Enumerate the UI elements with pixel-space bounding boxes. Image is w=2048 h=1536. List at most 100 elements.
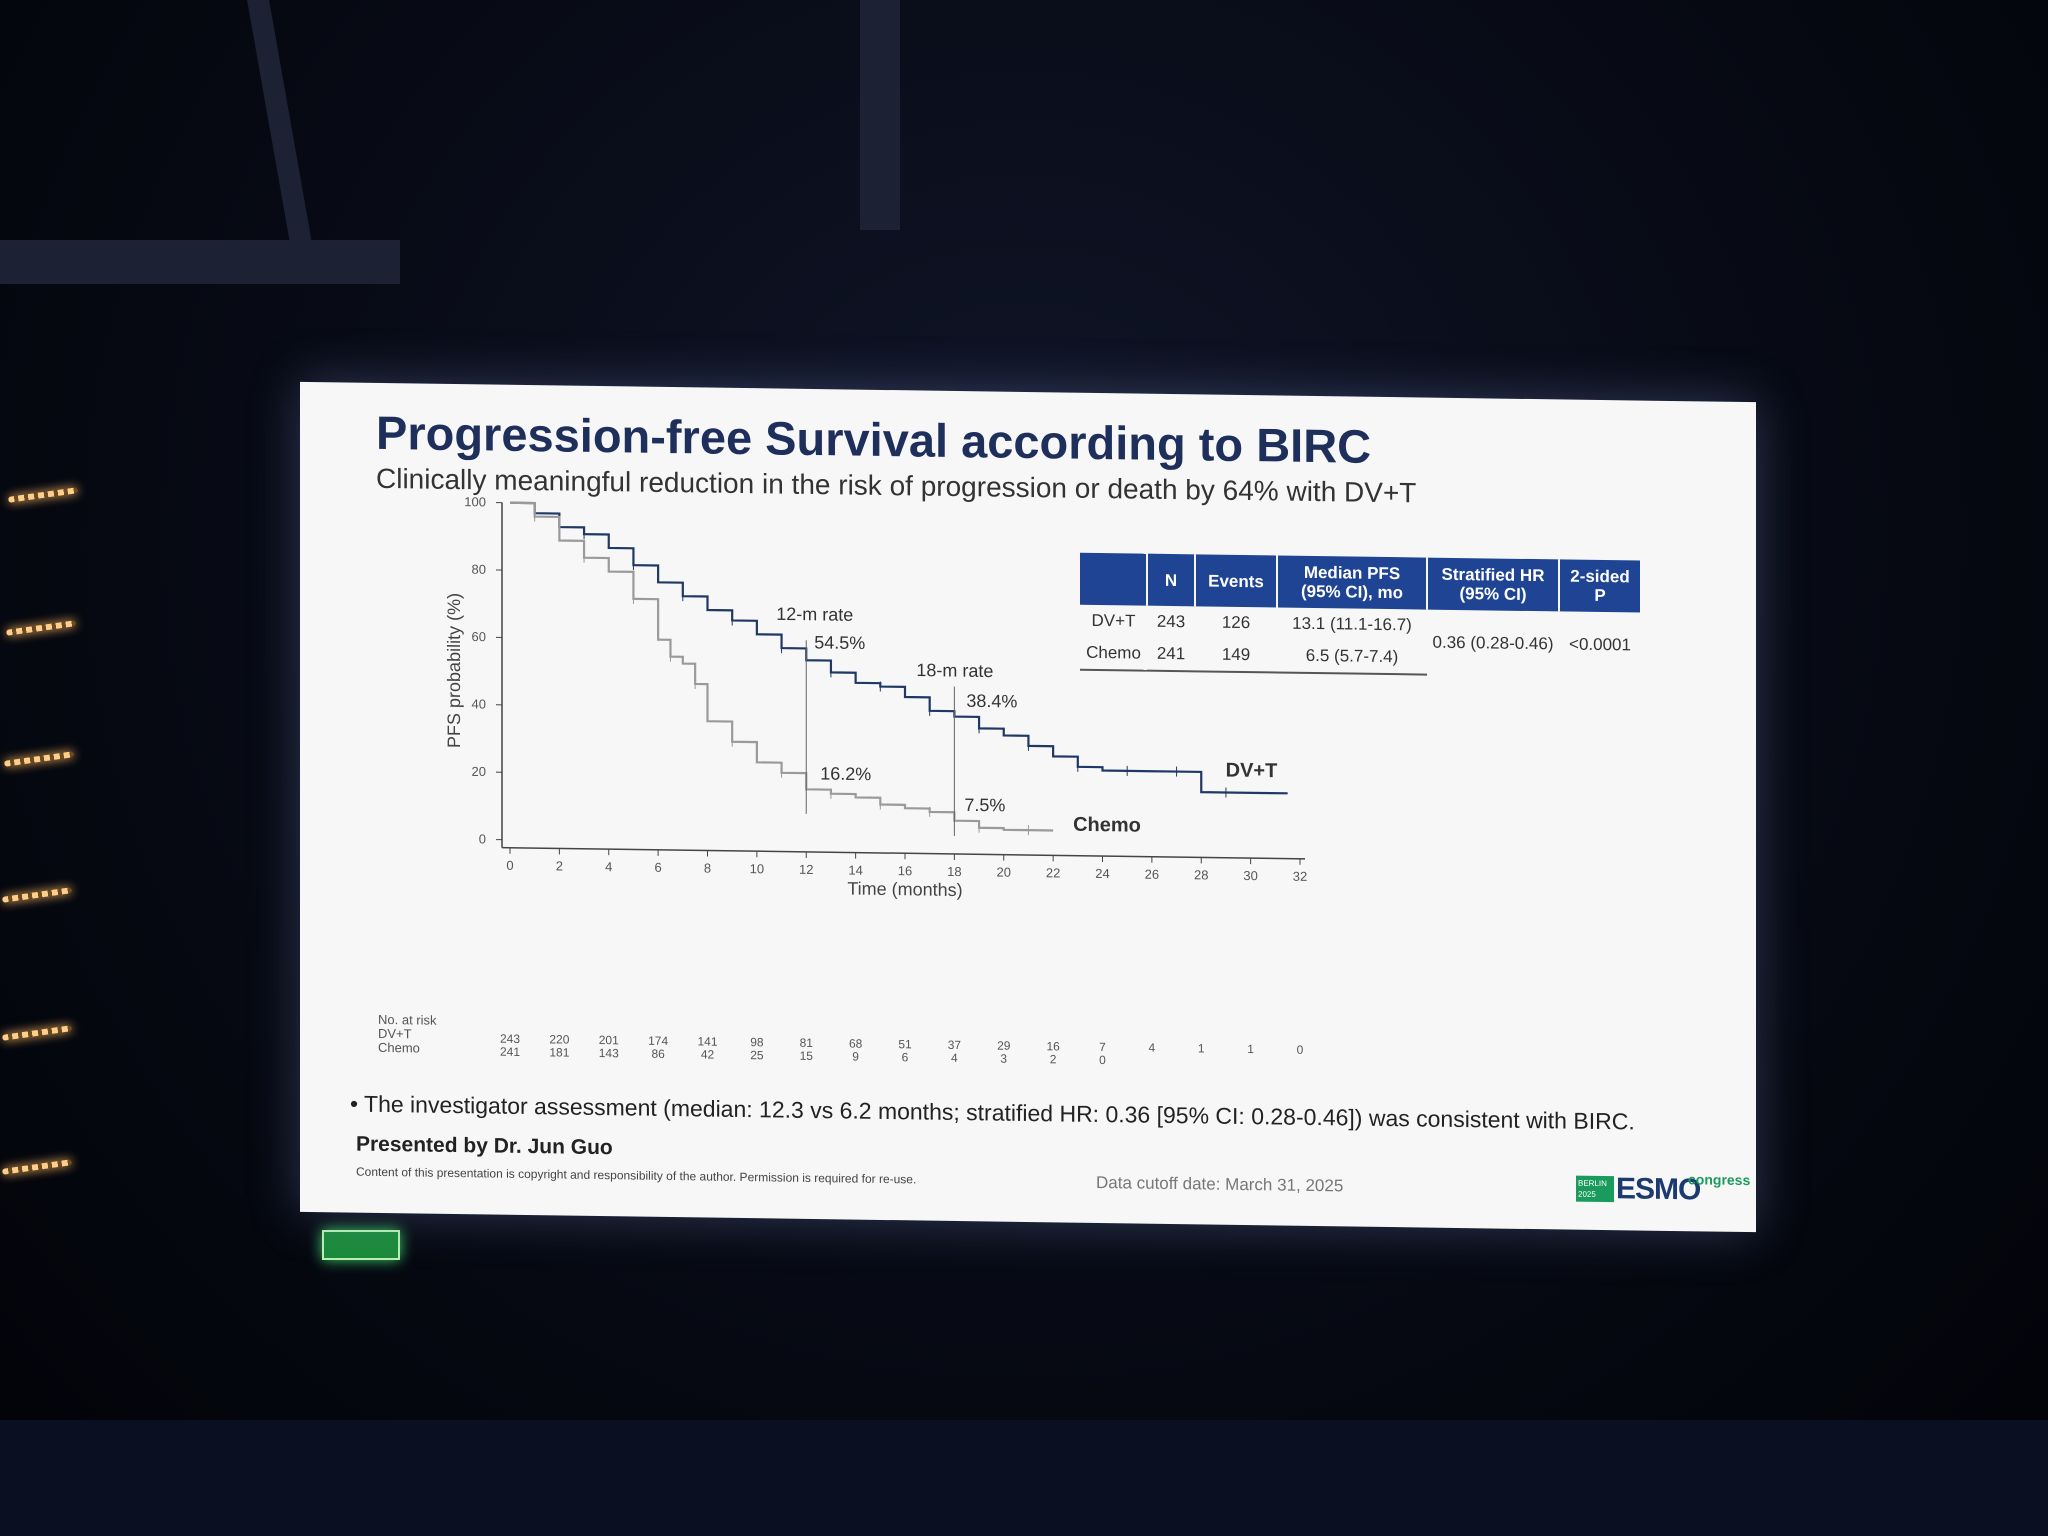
x-axis-title: Time (months)	[847, 878, 962, 900]
risk-chemo-value: 3	[1000, 1051, 1008, 1066]
x-axis	[502, 846, 1305, 860]
x-tick-label: 12	[799, 862, 813, 877]
risk-column: 1	[1181, 1041, 1221, 1056]
x-tick-label: 18	[947, 864, 961, 879]
risk-column: 141 42	[688, 1034, 728, 1062]
risk-column: 51 6	[885, 1037, 925, 1065]
risk-chemo-value: 4	[951, 1050, 958, 1066]
y-tick-label: 80	[472, 562, 486, 577]
stage-light	[5, 620, 77, 636]
x-tick-label: 8	[704, 860, 711, 875]
risk-chemo-value: 143	[598, 1046, 619, 1061]
risk-chemo-value: 6	[901, 1050, 909, 1065]
summary-header-cell: Median PFS (95% CI), mo	[1277, 555, 1427, 610]
y-tick-label: 40	[472, 696, 486, 711]
ann-18m-chemo: 7.5%	[964, 795, 1005, 816]
events-cell: 126	[1221, 612, 1251, 633]
chart-annotations: 12-m rate 54.5% 16.2% 18-m rate 38.4% 7.5%	[776, 604, 1017, 836]
stage-light	[1, 887, 73, 903]
events-cell: 149	[1195, 638, 1277, 673]
risk-column: 81 15	[786, 1036, 826, 1064]
y-tick-label: 20	[472, 764, 486, 779]
risk-chemo-value: 25	[750, 1048, 764, 1063]
ann-12m-title: 12-m rate	[776, 604, 853, 625]
arm-cell: Chemo	[1080, 636, 1147, 671]
x-tick-label: 6	[655, 860, 662, 875]
risk-column: 0	[1280, 1042, 1320, 1058]
copyright-note: Content of this presentation is copyrigh…	[356, 1164, 917, 1187]
hr-cell: 0.36 (0.28-0.46)	[1432, 632, 1554, 653]
risk-column: 37 4	[934, 1038, 974, 1066]
risk-column: 4	[1132, 1041, 1172, 1055]
risk-arm-chemo: Chemo	[378, 1039, 420, 1056]
series-label: Chemo	[1073, 814, 1141, 837]
summary-header-row: N Events Median PFS (95% CI), mo Stratif…	[1080, 552, 1641, 613]
x-tick-label: 20	[997, 865, 1011, 880]
risk-column: 98 25	[737, 1035, 777, 1063]
risk-chemo-value: 0	[1099, 1052, 1106, 1068]
chart-axes: 0 2 4 6 8 10 12 14 16 18 20 22 24 26 28 30 3202040608010…	[444, 494, 1307, 900]
ceiling-truss	[0, 240, 400, 284]
risk-chemo-value: 15	[799, 1048, 813, 1063]
logo-tag: BERLIN 2025	[1576, 1175, 1614, 1203]
x-tick-label: 30	[1243, 868, 1257, 883]
risk-dvt-value: 1	[1247, 1042, 1254, 1057]
risk-chemo-value: 9	[852, 1049, 859, 1064]
risk-column: 243 241	[490, 1032, 530, 1059]
risk-column: 68 9	[836, 1036, 876, 1064]
logo-congress: congress	[1688, 1171, 1751, 1189]
ann-18m-title: 18-m rate	[916, 660, 993, 681]
x-tick-label: 28	[1194, 867, 1208, 882]
x-tick-label: 14	[848, 862, 862, 877]
summary-table: N Events Median PFS (95% CI), mo Stratif…	[1080, 552, 1642, 679]
summary-header-cell: 2-sided P	[1559, 559, 1641, 613]
esmo-logo: BERLIN 2025 ESMO congress	[1576, 1170, 1750, 1206]
risk-chemo-value: 2	[1049, 1052, 1057, 1067]
km-chart: 0 2 4 6 8 10 12 14 16 18 20 22 24 26 28 30 3202040608010…	[444, 494, 1307, 900]
risk-column: 29 3	[984, 1039, 1024, 1066]
x-tick-label: 10	[750, 861, 764, 876]
x-tick-label: 24	[1095, 866, 1109, 881]
risk-dvt-value: 1	[1197, 1041, 1205, 1056]
summary-header-cell: N	[1147, 553, 1195, 607]
n-cell: 243	[1156, 611, 1186, 632]
x-tick-label: 32	[1293, 869, 1307, 884]
x-tick-label: 0	[506, 858, 513, 873]
chart-series: DV+T Chemo	[510, 501, 1288, 837]
x-tick-label: 22	[1046, 865, 1060, 880]
x-tick-label: 2	[556, 858, 563, 873]
ceiling-truss	[860, 0, 900, 230]
ann-12m-chemo: 16.2%	[820, 764, 871, 785]
km-curve-chemo	[510, 501, 1054, 832]
data-cutoff: Data cutoff date: March 31, 2025	[1096, 1172, 1344, 1196]
presentation-slide: Progression-free Survival according to B…	[300, 381, 1756, 1233]
x-tick-label: 16	[898, 863, 912, 878]
risk-column: 16 2	[1033, 1039, 1073, 1067]
summary-header-cell: Stratified HR (95% CI)	[1427, 557, 1559, 612]
series-label: DV+T	[1226, 759, 1278, 782]
risk-chemo-value: 181	[549, 1045, 570, 1060]
x-tick-label: 26	[1145, 867, 1159, 882]
risk-dvt-value: 0	[1296, 1042, 1304, 1057]
p-cell: <0.0001	[1569, 634, 1631, 654]
ann-18m-dvt: 38.4%	[966, 691, 1017, 712]
y-axis-title: PFS probability (%)	[444, 593, 464, 748]
y-tick-label: 100	[464, 494, 486, 509]
summary-header-cell: Events	[1195, 554, 1277, 608]
x-tick-label: 4	[605, 859, 612, 874]
stage-light	[3, 751, 75, 767]
median-cell: 13.1 (11.1-16.7)	[1292, 613, 1412, 635]
risk-chemo-value: 86	[651, 1046, 665, 1061]
y-tick-label: 0	[479, 831, 486, 846]
risk-column: 174 86	[638, 1034, 678, 1062]
risk-chemo-value: 42	[700, 1047, 715, 1062]
audience-silhouettes	[0, 1420, 2048, 1536]
risk-column: 1	[1231, 1042, 1271, 1057]
arm-cell: DV+T	[1091, 610, 1136, 631]
median-cell: 6.5 (5.7-7.4)	[1277, 639, 1427, 675]
summary-header-cell	[1080, 552, 1147, 606]
presenter-credit: Presented by Dr. Jun Guo	[356, 1132, 613, 1160]
risk-table-labels: No. at risk DV+T Chemo	[378, 1012, 437, 1056]
stage-light	[7, 487, 79, 503]
